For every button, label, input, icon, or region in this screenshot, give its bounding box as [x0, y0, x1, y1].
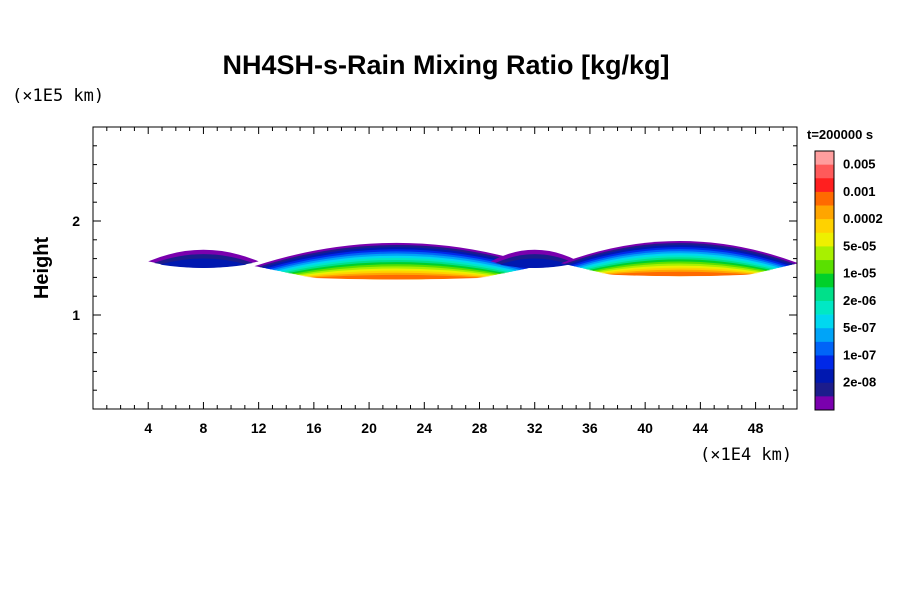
x-tick-label: 8	[200, 420, 208, 436]
plot-frame	[92, 126, 798, 410]
colorbar-swatch	[815, 355, 834, 370]
x-tick-label: 24	[417, 420, 433, 436]
chart-title: NH4SH-s-Rain Mixing Ratio [kg/kg]	[222, 50, 669, 80]
contour-band	[500, 258, 570, 268]
x-tick-label: 28	[472, 420, 488, 436]
x-tick-label: 40	[637, 420, 653, 436]
contour-field	[148, 240, 797, 280]
y-unit-label: (×1E5 km)	[12, 86, 104, 106]
colorbar-swatch	[815, 287, 834, 302]
colorbar-swatch	[815, 151, 834, 165]
x-tick-label: 12	[251, 420, 267, 436]
y-axis-label: Height	[31, 237, 53, 300]
x-unit-label: (×1E4 km)	[700, 445, 792, 465]
y-tick-label: 2	[72, 213, 80, 229]
colorbar-swatch	[815, 246, 834, 261]
colorbar-label: 2e-08	[843, 375, 876, 390]
contour-band	[310, 274, 484, 280]
y-tick-label: 1	[72, 307, 80, 323]
colorbar-swatch	[815, 341, 834, 356]
colorbar-swatch	[815, 205, 834, 220]
x-tick-label: 48	[748, 420, 764, 436]
colorbar-swatch	[815, 300, 834, 315]
colorbar-label: 5e-05	[843, 238, 876, 253]
colorbar: 0.005 0.001 0.0002 5e-05 1e-05 2e-06 5e-07 1e-0…	[814, 150, 883, 411]
colorbar-label: 0.0002	[843, 211, 883, 226]
colorbar-label: 0.005	[843, 157, 876, 172]
x-tick-label: 44	[693, 420, 709, 436]
colorbar-label: 0.001	[843, 184, 876, 199]
x-tick-label: 36	[582, 420, 598, 436]
colorbar-swatch	[815, 260, 834, 274]
colorbar-swatch	[815, 314, 834, 329]
contour-band	[160, 258, 247, 268]
x-tick-label: 32	[527, 420, 543, 436]
colorbar-swatch	[815, 273, 834, 288]
colorbar-swatch	[815, 396, 834, 411]
x-tick-label: 20	[361, 420, 377, 436]
colorbar-swatch	[815, 191, 834, 206]
x-tick-label: 4	[144, 420, 152, 436]
colorbar-swatch	[815, 178, 834, 193]
x-tick-label: 16	[306, 420, 322, 436]
colorbar-label: 5e-07	[843, 320, 876, 335]
y-axis: 12	[72, 145, 797, 391]
x-axis: 4 8 12 16 20 24 28 32 36 40 44 48	[106, 127, 784, 436]
colorbar-swatch	[815, 164, 834, 179]
colorbar-swatch	[815, 328, 834, 343]
colorbar-swatch	[815, 232, 834, 247]
colorbar-label: 1e-05	[843, 266, 876, 281]
colorbar-swatch	[815, 219, 834, 234]
time-label: t=200000 s	[807, 127, 873, 142]
colorbar-label: 2e-06	[843, 293, 876, 308]
colorbar-swatch	[815, 382, 834, 397]
contour-band	[607, 271, 752, 277]
colorbar-swatch	[815, 369, 834, 384]
colorbar-label: 1e-07	[843, 347, 876, 362]
colorbar-frame	[814, 150, 835, 411]
